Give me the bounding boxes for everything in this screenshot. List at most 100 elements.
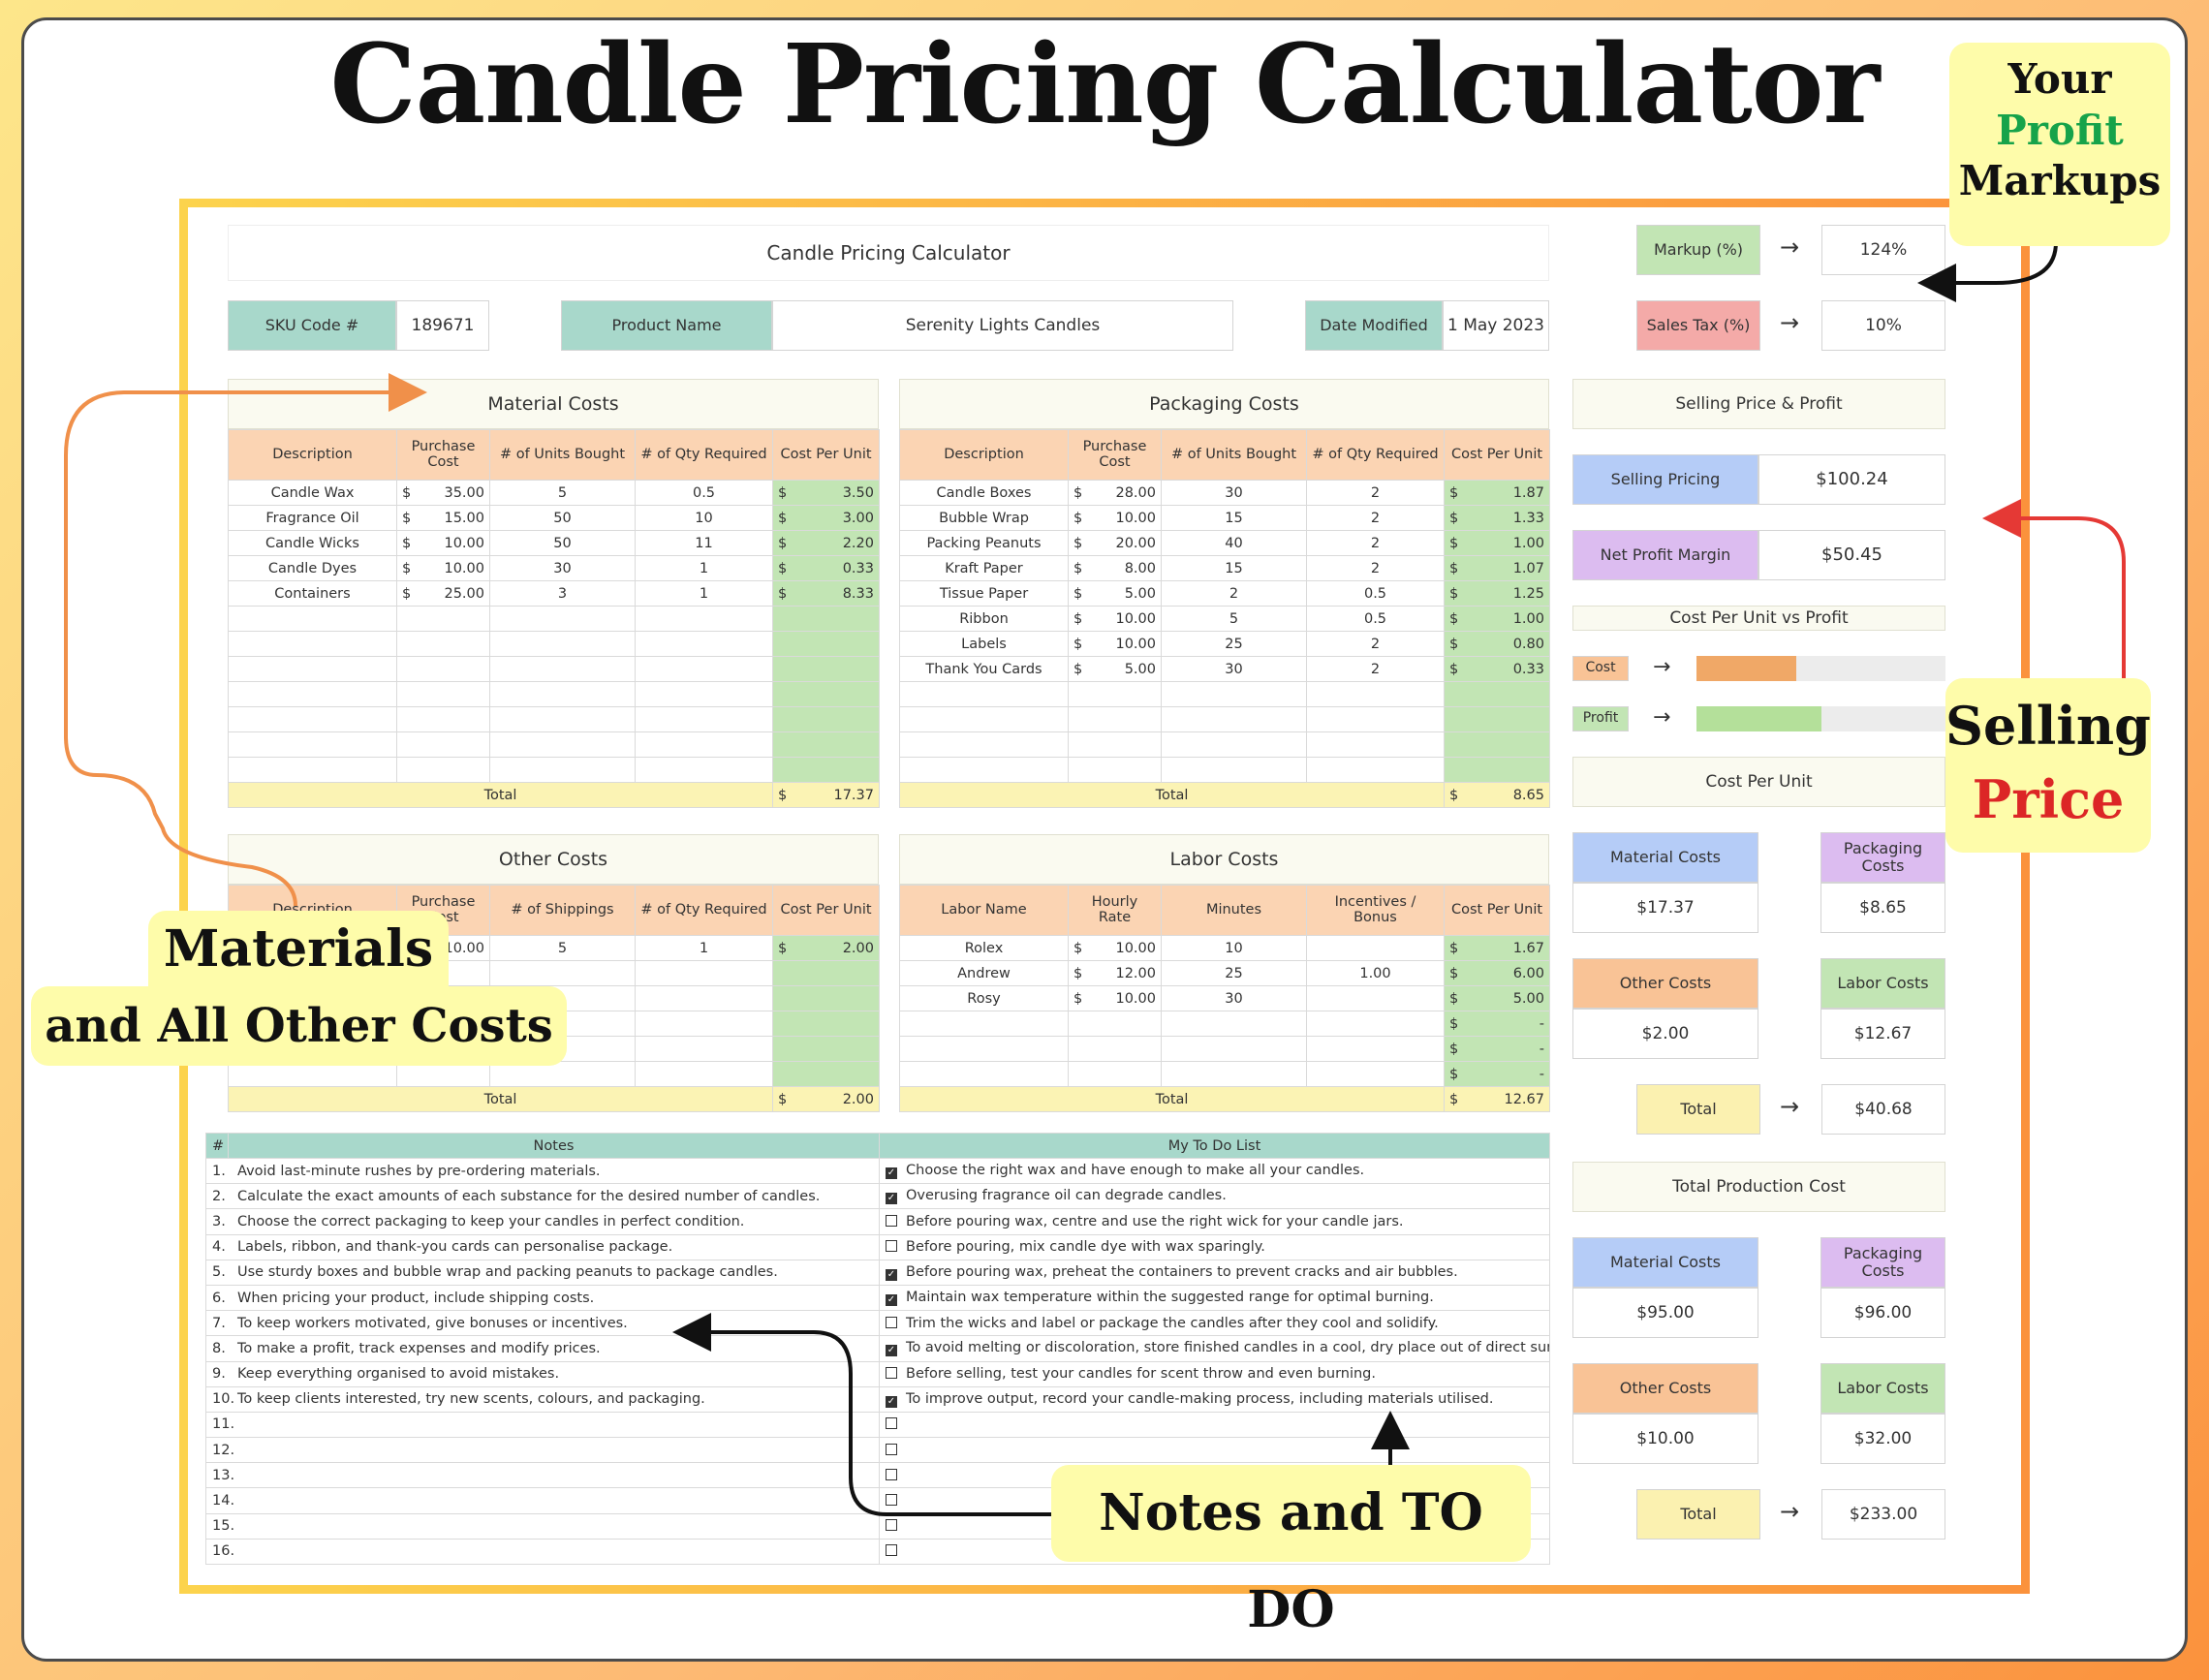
description-cell[interactable]: Bubble Wrap [899, 505, 1069, 531]
units-cell[interactable]: 30 [1161, 656, 1307, 682]
qty-cell[interactable] [635, 681, 773, 707]
units-cell[interactable] [1161, 1061, 1307, 1087]
qty-cell[interactable]: 1 [635, 580, 773, 607]
cost-cell[interactable] [396, 706, 490, 732]
todo-checkbox[interactable] [886, 1494, 897, 1507]
date-modified-input[interactable]: 1 May 2023 [1443, 300, 1549, 351]
todo-checkbox[interactable]: ✓ [886, 1294, 897, 1307]
cost-cell[interactable] [1068, 1036, 1162, 1062]
cost-cell[interactable]: $25.00 [396, 580, 490, 607]
qty-cell[interactable] [1306, 681, 1445, 707]
sku-input[interactable]: 189671 [396, 300, 489, 351]
units-cell[interactable] [1161, 1036, 1307, 1062]
description-cell[interactable] [228, 631, 397, 657]
units-cell[interactable]: 30 [1161, 985, 1307, 1011]
qty-cell[interactable] [635, 1011, 773, 1037]
note-cell[interactable]: 4. Labels, ribbon, and thank-you cards ca… [205, 1233, 880, 1260]
todo-checkbox[interactable]: ✓ [886, 1345, 897, 1357]
description-cell[interactable]: Candle Wicks [228, 530, 397, 556]
description-cell[interactable]: Candle Dyes [228, 555, 397, 581]
todo-checkbox[interactable]: ✓ [886, 1268, 897, 1281]
qty-cell[interactable] [1306, 757, 1445, 783]
description-cell[interactable] [228, 606, 397, 632]
currency-symbol: $ [1073, 484, 1083, 501]
table-row: Packing Peanuts $20.00 40 2 $1.00 [899, 530, 1550, 556]
todo-checkbox[interactable]: ✓ [886, 1167, 897, 1180]
qty-cell[interactable] [1306, 706, 1445, 732]
todo-checkbox[interactable] [886, 1417, 897, 1430]
units-cell[interactable]: 30 [489, 555, 636, 581]
cost-cell[interactable] [396, 681, 490, 707]
currency-symbol: $ [1073, 560, 1083, 576]
qty-cell[interactable]: 1 [635, 935, 773, 961]
units-cell[interactable]: 10 [1161, 935, 1307, 961]
sales-tax-input[interactable]: 10% [1821, 300, 1945, 351]
description-cell[interactable]: Candle Wax [228, 480, 397, 506]
units-cell[interactable] [1161, 757, 1307, 783]
description-cell[interactable]: Kraft Paper [899, 555, 1069, 581]
todo-checkbox[interactable] [886, 1240, 897, 1253]
product-name-input[interactable]: Serenity Lights Candles [772, 300, 1233, 351]
cost-cell[interactable] [396, 731, 490, 758]
description-cell[interactable]: Fragrance Oil [228, 505, 397, 531]
cost-cell[interactable]: $10.00 [1068, 505, 1162, 531]
todo-checkbox[interactable] [886, 1519, 897, 1532]
qty-cell[interactable]: 2 [1306, 555, 1445, 581]
units-cell[interactable]: 5 [489, 480, 636, 506]
cost-cell[interactable] [1068, 681, 1162, 707]
units-cell[interactable] [1161, 1011, 1307, 1037]
cost-cell[interactable] [1068, 1011, 1162, 1037]
description-cell[interactable]: Containers [228, 580, 397, 607]
qty-cell[interactable]: 2 [1306, 631, 1445, 657]
description-cell[interactable]: Packing Peanuts [899, 530, 1069, 556]
description-cell[interactable] [228, 731, 397, 758]
description-cell[interactable]: Thank You Cards [899, 656, 1069, 682]
todo-checkbox[interactable] [886, 1214, 897, 1227]
labor-costs-table: Labor Name Hourly Rate Minutes Incentives /… [899, 885, 1550, 1112]
todo-checkbox[interactable] [886, 1468, 897, 1480]
cost-per-unit-value: 1.25 [1512, 585, 1544, 602]
description-cell[interactable] [899, 681, 1069, 707]
note-cell[interactable]: 9. Keep everything organised to avoid mis… [205, 1360, 880, 1387]
description-cell[interactable] [899, 706, 1069, 732]
qty-cell[interactable]: 2 [1306, 656, 1445, 682]
units-cell[interactable]: 5 [1161, 606, 1307, 632]
note-cell[interactable]: 10. To keep clients interested, try new s… [205, 1385, 880, 1413]
cost-cell[interactable]: $10.00 [1068, 606, 1162, 632]
note-cell[interactable]: 16. [205, 1538, 880, 1566]
units-cell[interactable] [1161, 731, 1307, 758]
table-header-row: Description Purchase Cost # of Units Bough… [899, 429, 1550, 481]
qty-cell[interactable] [1306, 1061, 1445, 1087]
cost-cell[interactable]: $10.00 [396, 530, 490, 556]
qty-cell[interactable] [1306, 1036, 1445, 1062]
note-cell[interactable]: 8. To make a profit, track expenses and m… [205, 1335, 880, 1362]
qty-cell[interactable]: 10 [635, 505, 773, 531]
units-cell[interactable]: 3 [489, 580, 636, 607]
cost-cell[interactable]: $20.00 [1068, 530, 1162, 556]
note-cell[interactable]: 15. [205, 1512, 880, 1540]
units-cell[interactable] [1161, 706, 1307, 732]
todo-checkbox[interactable] [886, 1316, 897, 1328]
qty-cell[interactable] [1306, 985, 1445, 1011]
units-cell[interactable] [489, 706, 636, 732]
qty-cell[interactable] [635, 1061, 773, 1087]
todo-checkbox[interactable] [886, 1367, 897, 1380]
todo-checkbox[interactable] [886, 1544, 897, 1557]
note-cell[interactable]: 6. When pricing your product, include shi… [205, 1284, 880, 1312]
qty-cell[interactable]: 1.00 [1306, 960, 1445, 986]
qty-cell[interactable]: 1 [635, 555, 773, 581]
description-cell[interactable]: Rolex [899, 935, 1069, 961]
cost-cell[interactable]: $8.00 [1068, 555, 1162, 581]
todo-checkbox[interactable]: ✓ [886, 1395, 897, 1408]
tp-total-label: Total [1636, 1489, 1760, 1540]
currency-symbol: $ [1073, 510, 1083, 526]
description-cell[interactable] [228, 757, 397, 783]
todo-checkbox[interactable] [886, 1443, 897, 1455]
todo-checkbox[interactable]: ✓ [886, 1193, 897, 1205]
units-cell[interactable]: 50 [489, 530, 636, 556]
description-cell[interactable]: Ribbon [899, 606, 1069, 632]
qty-cell[interactable]: 2 [1306, 530, 1445, 556]
qty-cell[interactable]: 2 [1306, 480, 1445, 506]
note-cell[interactable]: 5. Use sturdy boxes and bubble wrap and p… [205, 1259, 880, 1286]
description-cell[interactable] [899, 731, 1069, 758]
